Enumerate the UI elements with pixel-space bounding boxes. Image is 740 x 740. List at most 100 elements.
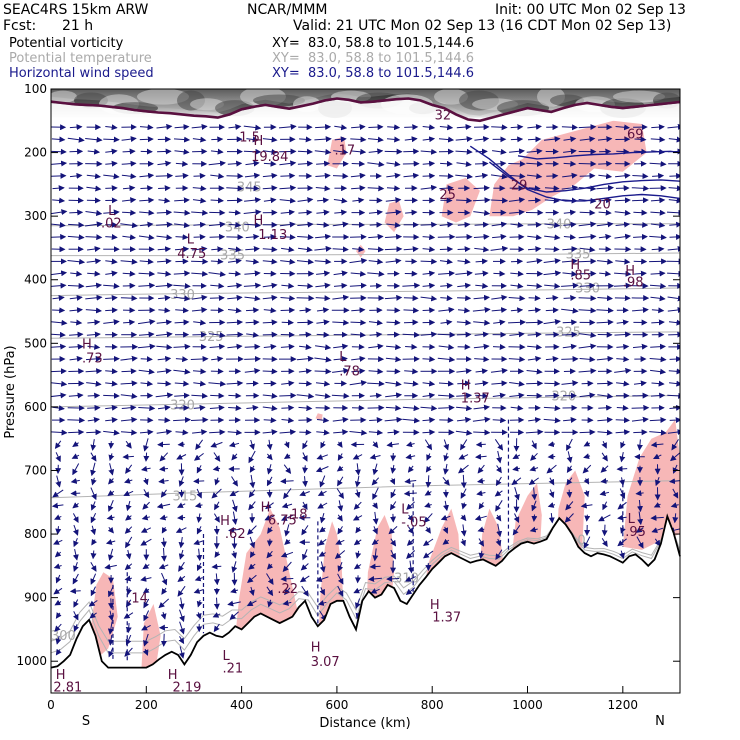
wind-vector	[91, 538, 98, 546]
wind-vector	[667, 392, 680, 399]
wind-vector	[159, 514, 168, 521]
wind-vector	[544, 283, 561, 290]
wind-vector	[228, 124, 242, 131]
wind-vector	[545, 392, 560, 399]
wind-vector	[315, 344, 332, 351]
wind-vector	[407, 526, 414, 535]
wind-vector	[385, 392, 403, 399]
wind-vector	[367, 270, 385, 277]
wind-vector	[407, 560, 414, 574]
wind-vector	[160, 633, 167, 647]
pv-extremum-marker: H	[56, 668, 66, 683]
wind-vector	[126, 587, 132, 596]
wind-vector	[280, 209, 295, 216]
wind-vector	[143, 598, 150, 609]
wind-vector	[456, 368, 472, 375]
wind-vector	[105, 270, 118, 277]
wind-vector	[336, 488, 344, 500]
wind-vector	[438, 344, 455, 351]
wind-vector	[280, 307, 296, 314]
wind-vector	[90, 439, 97, 451]
wind-vector	[125, 464, 133, 474]
y-tick-label: 800	[24, 527, 47, 541]
wind-vector	[566, 465, 573, 473]
wind-vector	[616, 356, 630, 363]
wind-vector	[124, 563, 133, 571]
wind-vector	[531, 514, 538, 522]
wind-vector	[352, 514, 363, 521]
wind-vector	[228, 441, 240, 448]
wind-vector	[351, 355, 366, 362]
wind-vector	[105, 380, 118, 387]
wind-vector	[51, 160, 68, 167]
wind-vector	[387, 124, 401, 131]
wind-vector	[283, 453, 291, 459]
wind-vector	[142, 477, 149, 486]
wind-vector	[615, 417, 630, 424]
pv-extremum-marker: L	[339, 350, 347, 365]
wind-vector	[583, 490, 590, 498]
wind-vector	[578, 343, 597, 350]
wind-vector	[157, 246, 172, 253]
wind-vector	[194, 575, 203, 582]
wind-vector	[103, 283, 120, 290]
wind-vector	[279, 197, 296, 204]
wind-vector	[613, 282, 632, 289]
wind-vector	[173, 283, 191, 290]
wind-vector	[667, 245, 680, 252]
end-label-south: S	[82, 714, 90, 729]
stratosphere-texture	[51, 90, 77, 103]
tropopause-mask	[51, 99, 680, 123]
wind-vector	[55, 452, 61, 463]
wind-vector	[457, 307, 471, 314]
wind-vector	[156, 123, 173, 130]
wind-vector	[527, 234, 542, 241]
wind-vector	[403, 490, 417, 497]
wind-vector	[616, 404, 629, 411]
wind-vector	[633, 209, 648, 216]
field-labels: H H L L H H H L H H H L L H H H H L 1.5 19.84 .17 32 .69 25 29 20…	[53, 108, 646, 693]
wind-vector	[457, 295, 472, 302]
wind-vector	[439, 173, 454, 180]
wind-vector	[455, 270, 473, 277]
wind-vector	[407, 514, 414, 522]
wind-vector	[354, 575, 361, 584]
wind-vector	[315, 393, 331, 399]
wind-vector	[51, 282, 67, 289]
theta-contour-315	[51, 480, 680, 499]
wind-vector	[262, 429, 278, 436]
wind-vector	[315, 282, 331, 289]
wind-vector	[296, 355, 314, 362]
wind-vector	[178, 537, 185, 549]
wind-vector	[578, 233, 597, 240]
wind-vector	[508, 197, 526, 204]
wind-vector	[527, 246, 542, 253]
wind-vector	[158, 307, 171, 314]
wind-vector	[138, 405, 156, 412]
wind-vector	[107, 526, 114, 534]
wind-vector	[315, 233, 332, 240]
wind-vector	[173, 136, 191, 143]
wind-vector	[158, 598, 170, 609]
wind-vector	[350, 319, 367, 326]
wind-vector	[125, 599, 132, 608]
wind-vector	[564, 513, 574, 523]
wind-vector	[387, 429, 400, 436]
wind-vector	[141, 514, 151, 521]
wind-vector	[420, 258, 438, 265]
wind-vector	[262, 148, 278, 155]
wind-vector	[563, 136, 577, 143]
wind-vector	[667, 270, 680, 277]
wind-vector	[226, 380, 244, 387]
wind-vector	[562, 319, 578, 326]
wind-vector	[281, 417, 295, 424]
wind-vector	[385, 233, 403, 240]
wind-vector	[159, 452, 169, 462]
wind-vector	[649, 283, 667, 290]
wind-vector	[386, 307, 401, 314]
forecast-hour: 21 h	[62, 18, 94, 34]
wind-vector	[54, 551, 62, 558]
wind-vector	[105, 185, 118, 192]
wind-vector	[353, 587, 362, 594]
wind-vector	[651, 527, 664, 534]
